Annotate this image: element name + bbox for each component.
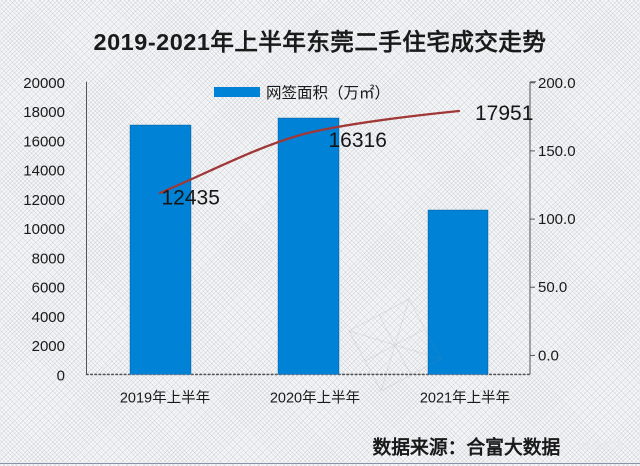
svg-text:200.0: 200.0 xyxy=(538,75,576,92)
svg-text:17951: 17951 xyxy=(475,102,533,125)
svg-text:0: 0 xyxy=(57,367,65,384)
svg-text:20000: 20000 xyxy=(23,75,65,92)
svg-text:0.0: 0.0 xyxy=(538,347,559,364)
svg-text:2000: 2000 xyxy=(32,338,65,355)
svg-text:12435: 12435 xyxy=(162,187,220,210)
svg-text:16000: 16000 xyxy=(23,133,65,150)
svg-text:100.0: 100.0 xyxy=(538,211,576,228)
svg-text:12000: 12000 xyxy=(23,192,65,209)
svg-text:2020年上半年: 2020年上半年 xyxy=(270,390,360,407)
svg-text:18000: 18000 xyxy=(23,104,65,121)
svg-text:2019年上半年: 2019年上半年 xyxy=(120,390,210,407)
svg-text:16316: 16316 xyxy=(329,129,387,152)
svg-text:6000: 6000 xyxy=(32,280,65,297)
svg-text:14000: 14000 xyxy=(23,163,65,180)
svg-text:nS2023: nS2023 xyxy=(578,438,624,453)
svg-text:数据来源：合富大数据: 数据来源：合富大数据 xyxy=(373,436,561,458)
svg-text:2021年上半年: 2021年上半年 xyxy=(420,390,510,407)
svg-text:4000: 4000 xyxy=(32,309,65,326)
svg-text:150.0: 150.0 xyxy=(538,143,576,160)
svg-text:10000: 10000 xyxy=(23,221,65,238)
svg-text:50.0: 50.0 xyxy=(538,279,567,296)
svg-text:8000: 8000 xyxy=(32,250,65,267)
